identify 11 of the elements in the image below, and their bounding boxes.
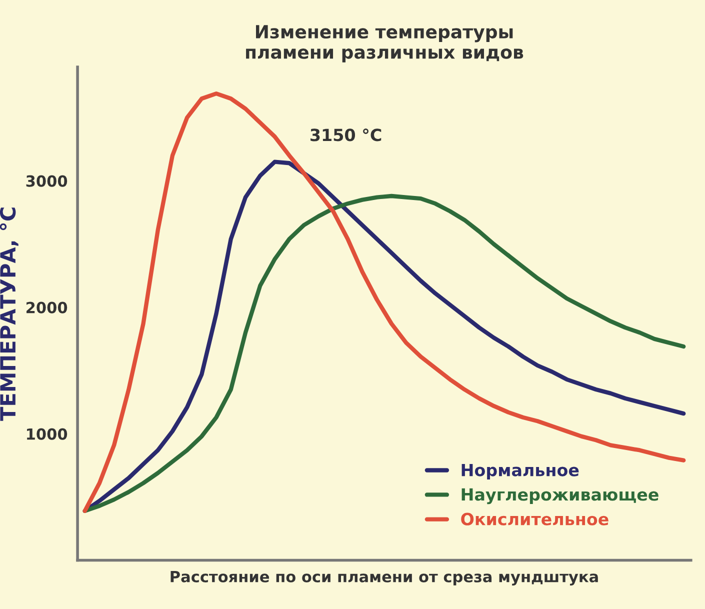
y-tick-label: 1000: [27, 428, 68, 440]
legend-label: Науглероживающее: [462, 488, 658, 504]
legend-label: Нормальное: [462, 464, 579, 480]
y-tick-label: 2000: [26, 302, 68, 314]
y-axis-title: ТЕМПЕРАТУРА, °С: [0, 208, 18, 421]
y-tick-label: 3000: [26, 175, 68, 187]
legend-label: Окислительное: [461, 512, 608, 526]
line-series: [82, 91, 686, 514]
annotation: 3150 °С: [310, 128, 382, 142]
x-axis-title: Расстояние по оси пламени от среза мундштука: [170, 571, 598, 586]
chart-title: Изменение температуры пламени различных видов: [246, 25, 524, 62]
